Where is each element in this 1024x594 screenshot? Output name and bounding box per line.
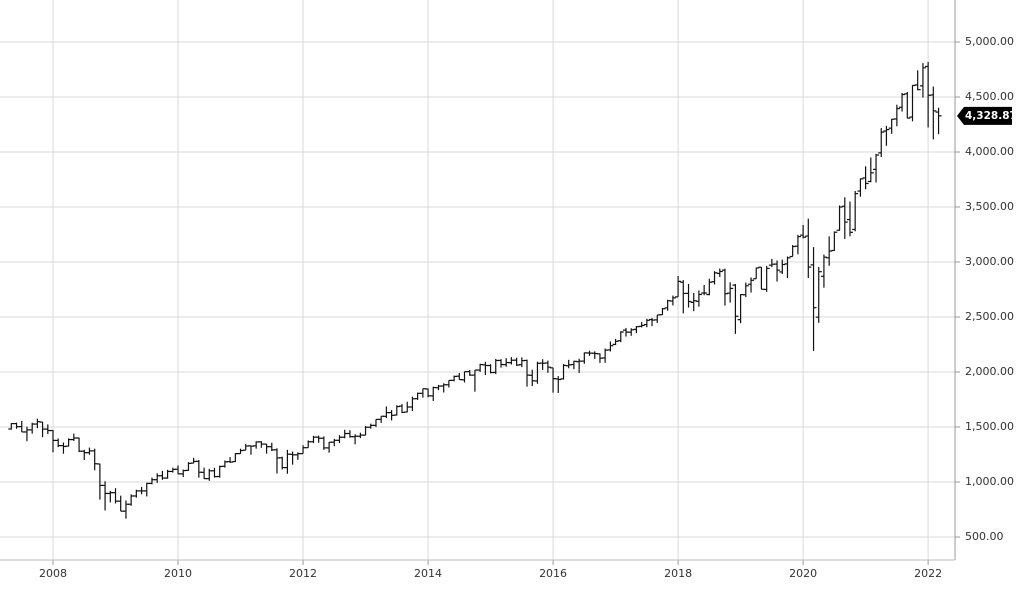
y-tick-label: 1,000.00	[965, 475, 1014, 488]
y-tick-label: 3,000.00	[965, 255, 1014, 268]
bars	[8, 61, 942, 519]
y-tick-label: 4,500.00	[965, 90, 1014, 103]
y-tick-label: 2,500.00	[965, 310, 1014, 323]
last-value-label: 4,328.87	[965, 110, 1017, 122]
x-tick-label: 2010	[164, 567, 192, 580]
y-tick-label: 4,000.00	[965, 145, 1014, 158]
y-tick-label: 500.00	[965, 530, 1004, 543]
x-tick-label: 2018	[664, 567, 692, 580]
y-tick-label: 5,000.00	[965, 35, 1014, 48]
y-tick-label: 2,000.00	[965, 365, 1014, 378]
x-tick-label: 2022	[914, 567, 942, 580]
x-tick-label: 2016	[539, 567, 567, 580]
y-tick-label: 1,500.00	[965, 420, 1014, 433]
x-tick-label: 2008	[39, 567, 67, 580]
x-tick-label: 2012	[289, 567, 317, 580]
x-tick-label: 2014	[414, 567, 442, 580]
x-tick-label: 2020	[789, 567, 817, 580]
y-tick-label: 3,500.00	[965, 200, 1014, 213]
last-value-tag	[957, 106, 1012, 125]
